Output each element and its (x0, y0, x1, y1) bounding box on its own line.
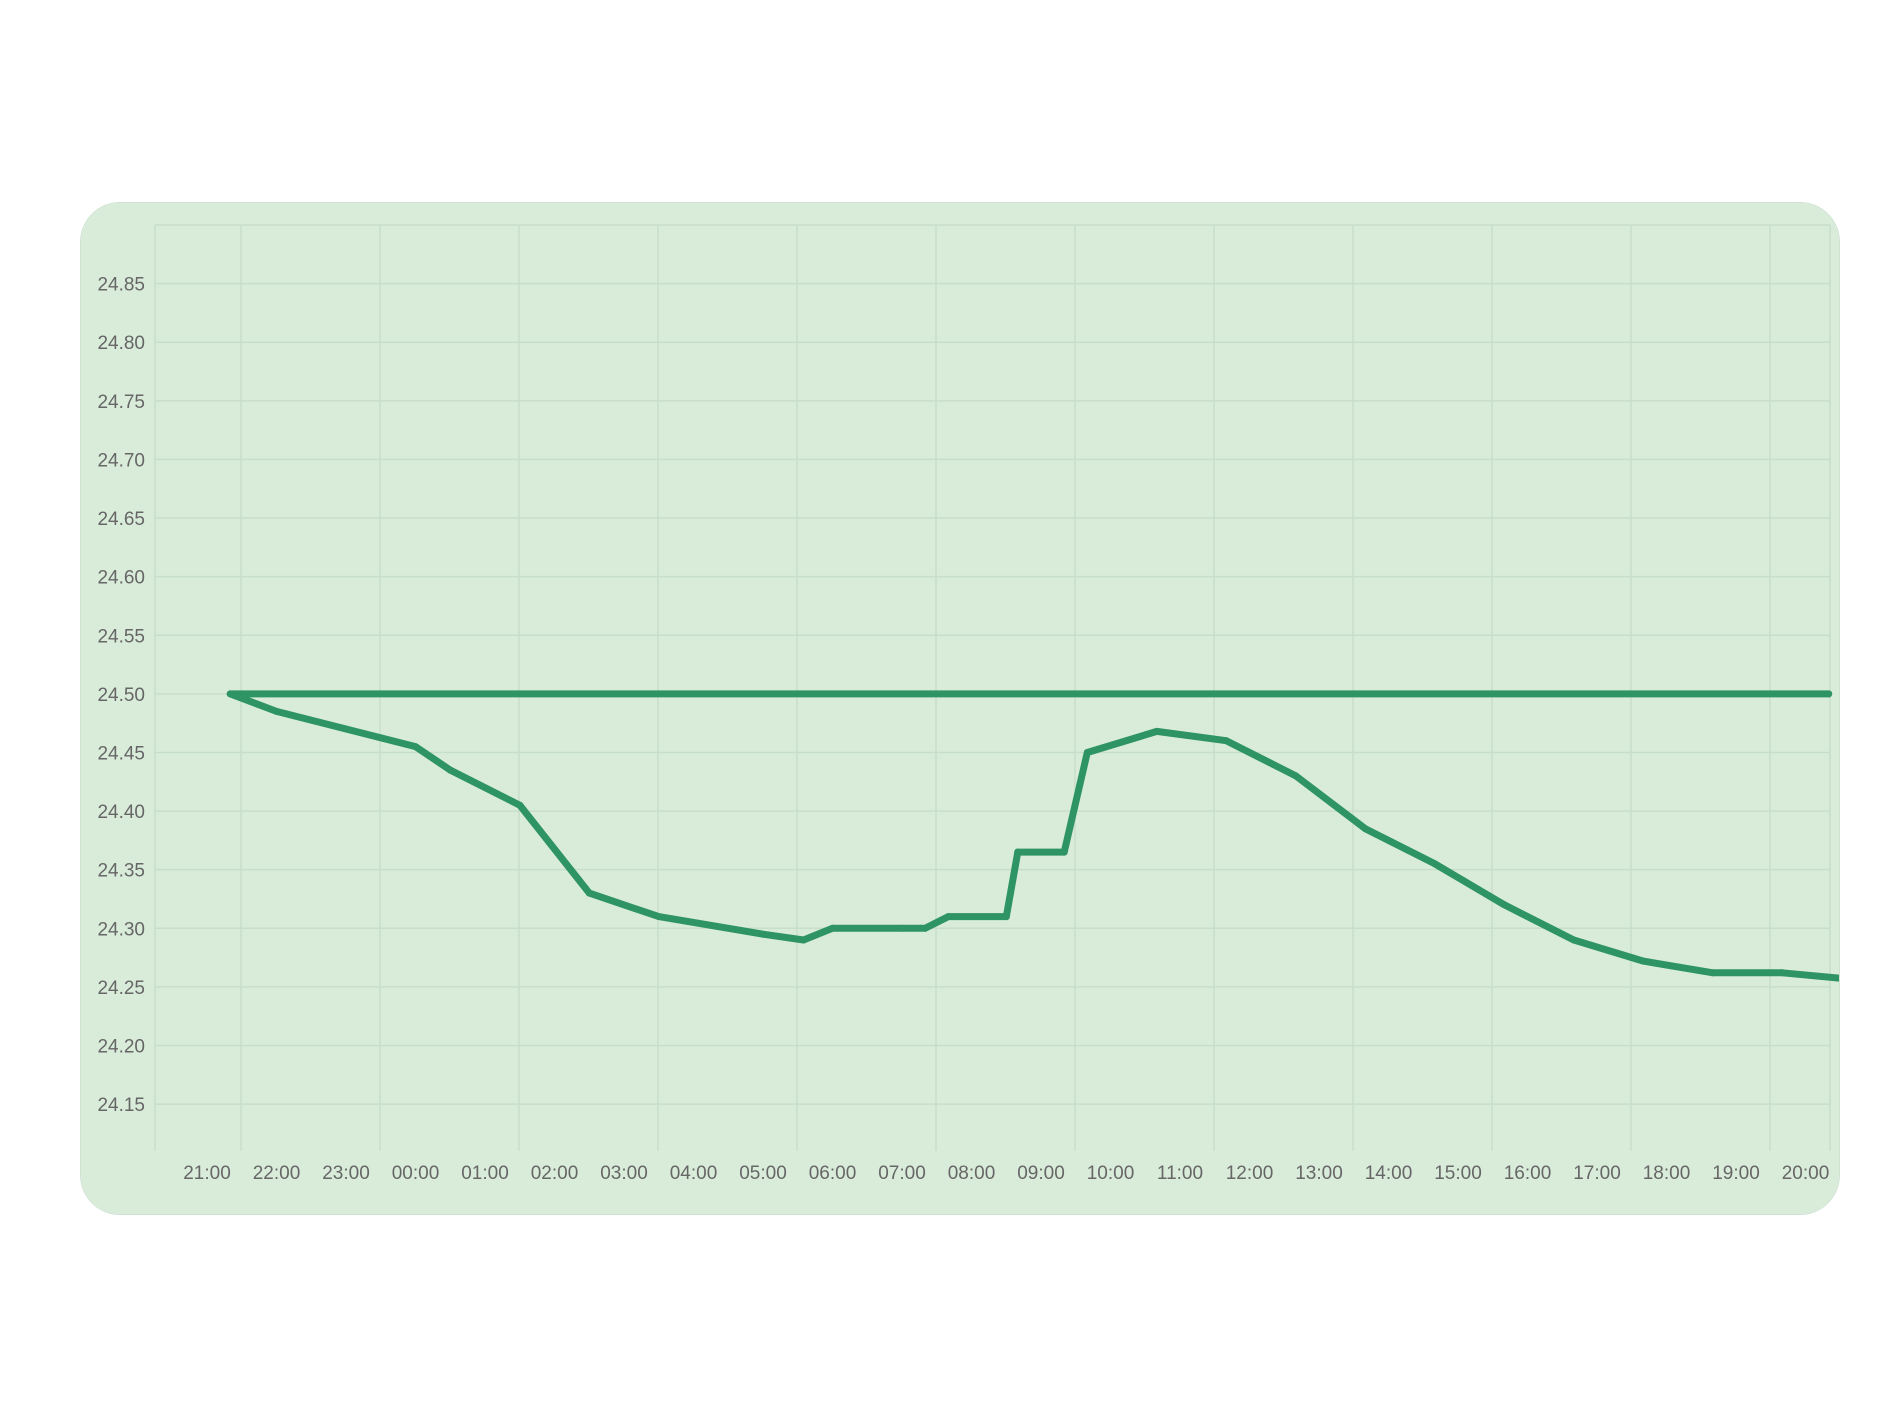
x-tick-label: 03:00 (600, 1163, 648, 1184)
x-tick-label: 04:00 (670, 1163, 718, 1184)
x-tick-label: 18:00 (1643, 1163, 1691, 1184)
data-point (759, 930, 767, 938)
data-point (1361, 825, 1369, 833)
x-tick-label: 10:00 (1087, 1163, 1135, 1184)
data-point (1778, 969, 1786, 977)
series-layer (226, 690, 1839, 982)
x-tick-label: 11:00 (1157, 1163, 1203, 1184)
x-tick-label: 20:00 (1782, 1163, 1830, 1184)
y-tick-label: 24.50 (97, 685, 145, 706)
x-tick-label: 14:00 (1365, 1163, 1413, 1184)
x-tick-label: 17:00 (1573, 1163, 1621, 1184)
data-point (944, 913, 952, 921)
x-tick-label: 12:00 (1226, 1163, 1274, 1184)
data-point (1570, 936, 1578, 944)
data-point (1639, 957, 1647, 965)
data-point (1292, 772, 1300, 780)
chart-background (81, 203, 1839, 1214)
y-tick-label: 24.45 (97, 743, 145, 764)
y-tick-label: 24.40 (97, 802, 145, 823)
y-tick-label: 24.60 (97, 568, 145, 589)
x-tick-label: 09:00 (1017, 1163, 1065, 1184)
x-tick-label: 23:00 (322, 1163, 370, 1184)
data-point (1083, 749, 1091, 756)
data-point (516, 801, 524, 809)
data-point (1732, 969, 1740, 977)
data-point (342, 725, 350, 733)
y-tick-label: 24.35 (97, 861, 145, 882)
data-point (585, 889, 593, 897)
x-tick-label: 00:00 (392, 1163, 440, 1184)
y-tick-label: 24.15 (97, 1095, 145, 1116)
data-point (921, 924, 929, 932)
data-point (226, 690, 234, 698)
data-point (1500, 901, 1508, 909)
x-tick-label: 08:00 (948, 1163, 996, 1184)
data-point (1222, 737, 1230, 745)
x-tick-label: 13:00 (1295, 1163, 1343, 1184)
y-tick-label: 24.25 (97, 978, 145, 999)
x-tick-label: 01:00 (461, 1163, 509, 1184)
x-tick-label: 19:00 (1712, 1163, 1760, 1184)
x-tick-label: 06:00 (809, 1163, 857, 1184)
data-point (1002, 913, 1010, 921)
data-point (800, 936, 807, 944)
y-tick-label: 24.30 (97, 919, 145, 940)
data-point (1014, 848, 1022, 856)
y-tick-label: 24.80 (97, 333, 145, 354)
x-tick-label: 15:00 (1434, 1163, 1482, 1184)
y-tick-label: 24.55 (97, 626, 145, 647)
y-tick-label: 24.75 (97, 392, 145, 413)
x-axis-ticks: 21:00 22:00 23:00 00:00 01:00 02:00 03:00 04:00… (183, 1163, 1829, 1184)
data-point (446, 766, 454, 774)
data-point (273, 707, 280, 715)
data-point (1709, 969, 1717, 977)
x-tick-label: 02:00 (531, 1163, 579, 1184)
grid (154, 224, 1831, 1151)
data-point (1153, 727, 1161, 735)
y-tick-label: 24.85 (97, 275, 145, 296)
data-point (412, 743, 419, 751)
data-point (1825, 690, 1833, 698)
data-point (1431, 860, 1439, 868)
data-point (829, 924, 836, 932)
x-tick-label: 07:00 (878, 1163, 926, 1184)
data-point (898, 924, 906, 932)
chart-card: 24.85 24.80 24.75 24.70 24.65 24.60 24.55 24.50… (80, 202, 1840, 1215)
y-axis-ticks: 24.85 24.80 24.75 24.70 24.65 24.60 24.55 24.50… (97, 275, 145, 1117)
x-tick-label: 21:00 (183, 1163, 231, 1184)
y-tick-label: 24.65 (97, 509, 145, 530)
data-point (655, 913, 663, 921)
x-tick-label: 16:00 (1504, 1163, 1552, 1184)
x-tick-label: 22:00 (253, 1163, 301, 1184)
y-tick-label: 24.20 (97, 1037, 145, 1058)
y-tick-label: 24.70 (97, 450, 145, 471)
line-chart: 24.85 24.80 24.75 24.70 24.65 24.60 24.55 24.50… (81, 203, 1839, 1214)
data-point (1060, 848, 1068, 856)
x-tick-label: 05:00 (739, 1163, 787, 1184)
